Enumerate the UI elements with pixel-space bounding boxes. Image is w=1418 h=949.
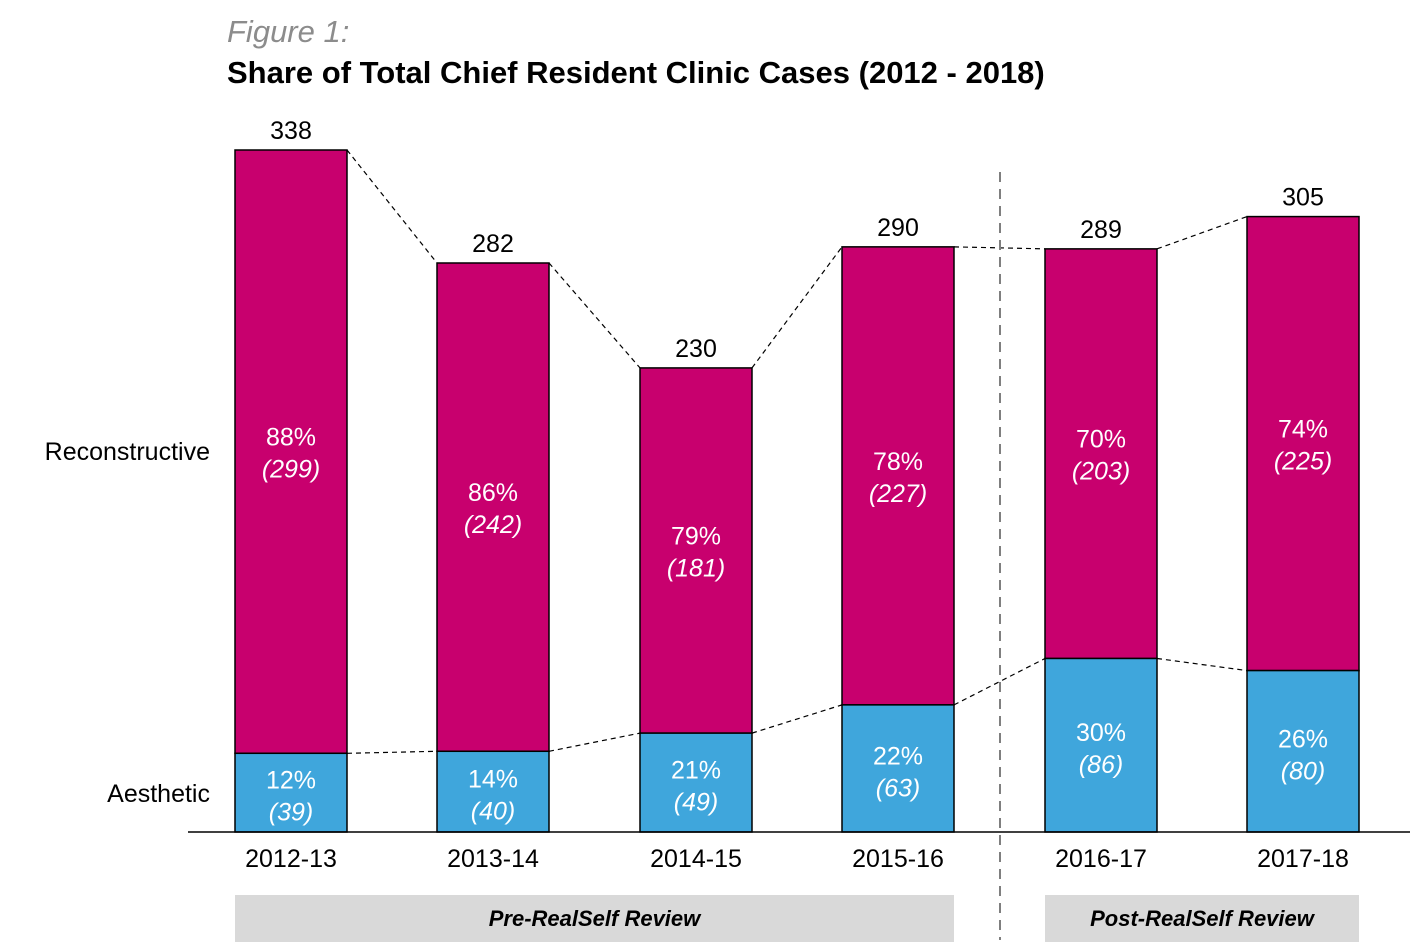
aesthetic-percent-label: 26% xyxy=(1278,725,1328,753)
bar-total-label: 338 xyxy=(270,117,312,145)
aesthetic-percent-label: 21% xyxy=(671,757,721,785)
reconstructive-count-label: (203) xyxy=(1072,458,1130,486)
period-band xyxy=(1045,895,1359,942)
reconstructive-percent-label: 86% xyxy=(468,479,518,507)
reconstructive-count-label: (225) xyxy=(1274,448,1332,476)
bar-reconstructive xyxy=(841,246,955,706)
reconstructive-percent-label: 74% xyxy=(1278,416,1328,444)
reconstructive-percent-label: 70% xyxy=(1076,426,1126,454)
aesthetic-count-label: (63) xyxy=(876,774,920,802)
period-band-label: Pre-RealSelf Review xyxy=(489,906,702,931)
aesthetic-percent-label: 12% xyxy=(266,767,316,795)
period-band-label: Post-RealSelf Review xyxy=(1090,906,1316,931)
period-band xyxy=(235,895,954,942)
reconstructive-count-label: (299) xyxy=(262,456,320,484)
bar-aesthetic xyxy=(841,704,955,833)
aesthetic-count-label: (39) xyxy=(269,799,313,827)
aesthetic-count-label: (86) xyxy=(1079,751,1123,779)
bar-total-label: 289 xyxy=(1080,216,1122,244)
bar-total-label: 290 xyxy=(877,214,919,242)
aesthetic-count-label: (80) xyxy=(1281,757,1325,785)
x-tick-label: 2015-16 xyxy=(852,845,944,873)
bar-aesthetic xyxy=(1044,657,1158,833)
total-connector xyxy=(346,149,438,264)
total-connector xyxy=(548,262,641,369)
aesthetic-connector xyxy=(751,704,843,734)
aesthetic-percent-label: 22% xyxy=(873,742,923,770)
reconstructive-count-label: (242) xyxy=(464,511,522,539)
aesthetic-percent-label: 30% xyxy=(1076,719,1126,747)
series-label-reconstructive: Reconstructive xyxy=(45,438,210,466)
bar-aesthetic xyxy=(1246,669,1360,833)
bar-aesthetic xyxy=(639,732,753,833)
aesthetic-count-label: (40) xyxy=(471,798,515,826)
bar-reconstructive xyxy=(1246,215,1360,672)
bar-total-label: 282 xyxy=(472,230,514,258)
bar-reconstructive xyxy=(436,262,550,753)
x-tick-label: 2012-13 xyxy=(245,845,337,873)
aesthetic-connector xyxy=(1156,657,1248,672)
reconstructive-percent-label: 88% xyxy=(266,424,316,452)
x-tick-label: 2014-15 xyxy=(650,845,742,873)
bar-aesthetic xyxy=(436,750,550,833)
aesthetic-count-label: (49) xyxy=(674,789,718,817)
chart-title: Share of Total Chief Resident Clinic Cas… xyxy=(227,55,1045,90)
bar-total-label: 230 xyxy=(675,335,717,363)
bar-total-label: 305 xyxy=(1282,184,1324,212)
reconstructive-count-label: (181) xyxy=(667,555,725,583)
x-tick-label: 2016-17 xyxy=(1055,845,1147,873)
x-tick-label: 2013-14 xyxy=(447,845,539,873)
aesthetic-connector xyxy=(346,750,438,754)
aesthetic-connector xyxy=(548,732,641,752)
x-tick-label: 2017-18 xyxy=(1257,845,1349,873)
aesthetic-connector xyxy=(953,657,1046,706)
reconstructive-percent-label: 78% xyxy=(873,448,923,476)
bar-reconstructive xyxy=(639,367,753,734)
bar-aesthetic xyxy=(234,752,348,833)
reconstructive-percent-label: 79% xyxy=(671,523,721,551)
bar-reconstructive xyxy=(1044,248,1158,660)
reconstructive-count-label: (227) xyxy=(869,480,927,508)
figure-label: Figure 1: xyxy=(227,14,350,49)
series-label-aesthetic: Aesthetic xyxy=(107,780,210,808)
aesthetic-percent-label: 14% xyxy=(468,766,518,794)
total-connector xyxy=(1156,216,1248,250)
total-connector xyxy=(751,246,843,369)
